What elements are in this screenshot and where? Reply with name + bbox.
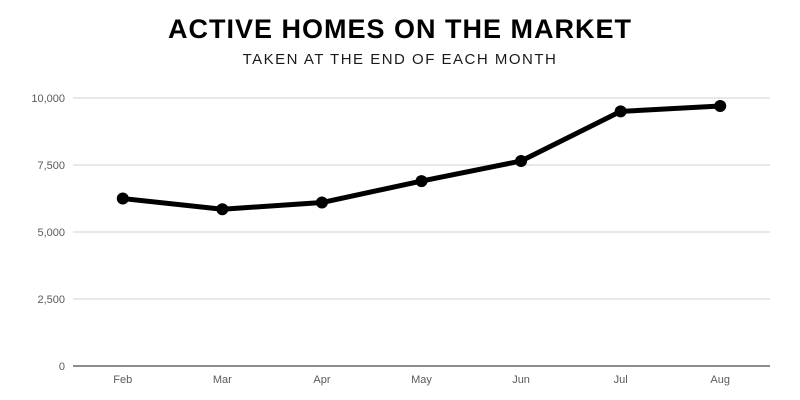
x-tick-label: Aug [710, 374, 730, 386]
data-point [315, 196, 328, 209]
y-tick-label: 7,500 [37, 160, 65, 172]
chart-subtitle: TAKEN AT THE END OF EACH MONTH [242, 51, 558, 68]
x-tick-label: Apr [313, 374, 330, 386]
y-tick-label: 10,000 [31, 93, 65, 105]
y-tick-label: 2,500 [37, 294, 65, 306]
data-point [216, 203, 229, 216]
chart-title: ACTIVE HOMES ON THE MARKET [167, 14, 632, 44]
y-tick-label: 5,000 [37, 227, 65, 239]
x-tick-label: Jul [614, 374, 628, 386]
data-point [415, 175, 428, 188]
data-line [120, 103, 723, 212]
data-point [614, 105, 627, 118]
data-point [714, 100, 727, 113]
x-tick-label: May [411, 374, 432, 386]
data-point [116, 192, 129, 205]
x-tick-label: Mar [213, 374, 232, 386]
x-tick-label: Jun [512, 374, 530, 386]
x-tick-label: Feb [113, 374, 132, 386]
data-point [515, 154, 528, 167]
y-tick-label: 0 [59, 361, 65, 373]
